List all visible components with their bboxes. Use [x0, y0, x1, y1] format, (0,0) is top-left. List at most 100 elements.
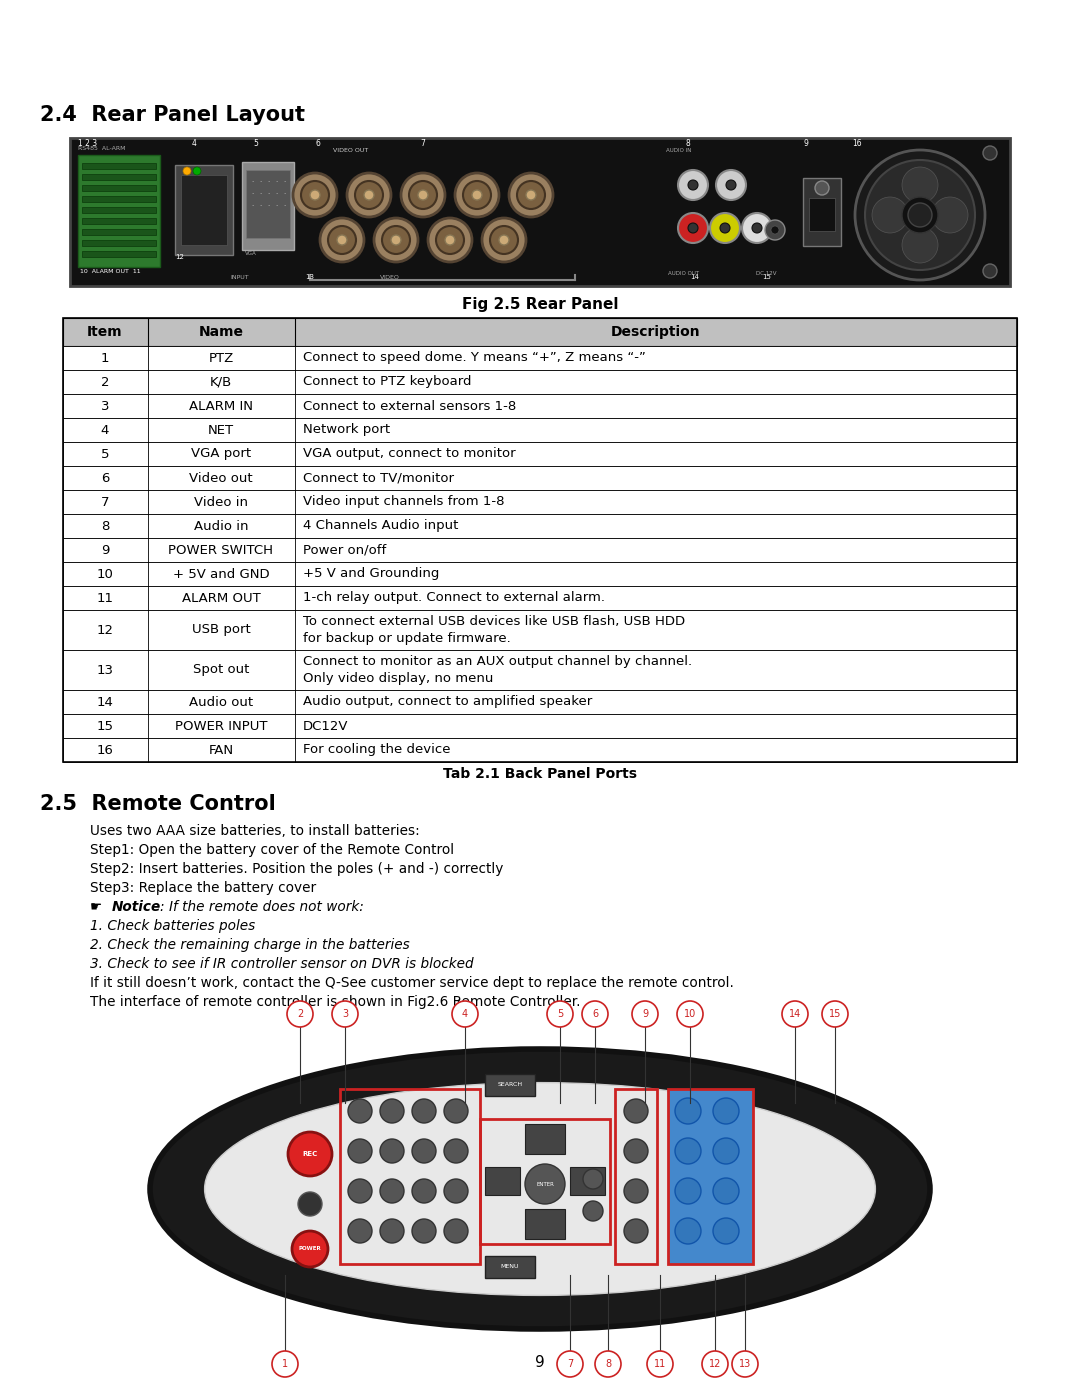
Text: 8: 8: [686, 138, 691, 148]
Text: 11: 11: [96, 591, 113, 605]
Text: Connect to PTZ keyboard: Connect to PTZ keyboard: [303, 376, 472, 388]
Text: AUDIO IN: AUDIO IN: [666, 148, 691, 154]
Circle shape: [411, 1179, 436, 1203]
Text: Step1: Open the battery cover of the Remote Control: Step1: Open the battery cover of the Rem…: [90, 842, 454, 856]
Bar: [246, 170, 291, 237]
Text: RS485  AL-ARM: RS485 AL-ARM: [78, 147, 125, 151]
Circle shape: [675, 1218, 701, 1243]
Text: K/B: K/B: [210, 376, 232, 388]
Text: 8: 8: [605, 1359, 611, 1369]
Circle shape: [624, 1139, 648, 1162]
Circle shape: [298, 1192, 322, 1215]
Text: .: .: [251, 177, 253, 183]
Circle shape: [624, 1179, 648, 1203]
Bar: [63, 650, 1017, 690]
Circle shape: [782, 1002, 808, 1027]
Text: 8: 8: [100, 520, 109, 532]
Bar: [63, 394, 1017, 418]
Circle shape: [525, 1164, 565, 1204]
Circle shape: [678, 170, 708, 200]
Text: 2.4  Rear Panel Layout: 2.4 Rear Panel Layout: [40, 105, 305, 124]
Text: 14: 14: [788, 1009, 801, 1018]
Text: 7: 7: [420, 138, 424, 148]
Text: 9: 9: [100, 543, 109, 556]
Text: .: .: [267, 201, 269, 207]
Circle shape: [902, 197, 939, 233]
Bar: [570, 1166, 605, 1194]
Text: The interface of remote controller is shown in Fig2.6 Remote Controller.: The interface of remote controller is sh…: [90, 995, 581, 1009]
Circle shape: [983, 147, 997, 161]
Text: for backup or update firmware.: for backup or update firmware.: [303, 633, 511, 645]
Circle shape: [702, 1351, 728, 1377]
Bar: [804, 177, 841, 246]
Text: Step2: Insert batteries. Position the poles (+ and -) correctly: Step2: Insert batteries. Position the po…: [90, 862, 503, 876]
Text: Video out: Video out: [189, 472, 253, 485]
Circle shape: [732, 1351, 758, 1377]
Text: For cooling the device: For cooling the device: [303, 743, 450, 757]
Text: 7: 7: [567, 1359, 573, 1369]
Circle shape: [293, 173, 337, 217]
Circle shape: [332, 1002, 357, 1027]
Circle shape: [855, 149, 985, 279]
Circle shape: [526, 190, 536, 200]
Bar: [63, 585, 1017, 610]
Bar: [669, 1090, 753, 1264]
Bar: [78, 155, 160, 267]
Text: .: .: [259, 189, 261, 196]
Text: 5: 5: [100, 447, 109, 461]
Text: MENU: MENU: [501, 1264, 519, 1270]
Text: 9: 9: [535, 1355, 545, 1370]
Text: Connect to speed dome. Y means “+”, Z means “-”: Connect to speed dome. Y means “+”, Z me…: [303, 352, 646, 365]
Circle shape: [624, 1220, 648, 1243]
Circle shape: [444, 1179, 468, 1203]
Circle shape: [411, 1139, 436, 1162]
Text: PTZ: PTZ: [208, 352, 233, 365]
Text: VGA: VGA: [245, 251, 257, 256]
Text: ENTER: ENTER: [536, 1182, 554, 1186]
Text: 2. Check the remaining charge in the batteries: 2. Check the remaining charge in the bat…: [90, 937, 409, 951]
Text: Video input channels from 1-8: Video input channels from 1-8: [303, 496, 504, 509]
Text: 10: 10: [684, 1009, 697, 1018]
Bar: [485, 1256, 535, 1278]
Bar: [82, 184, 156, 191]
Text: ALARM IN: ALARM IN: [189, 400, 253, 412]
Text: 2: 2: [297, 1009, 303, 1018]
Circle shape: [463, 182, 491, 210]
Bar: [82, 218, 156, 224]
Text: 13: 13: [739, 1359, 751, 1369]
Circle shape: [380, 1179, 404, 1203]
Circle shape: [193, 168, 201, 175]
Ellipse shape: [150, 1049, 930, 1329]
Circle shape: [348, 1139, 372, 1162]
Text: 4 Channels Audio input: 4 Channels Audio input: [303, 520, 458, 532]
Text: Description: Description: [611, 326, 701, 339]
Bar: [63, 370, 1017, 394]
Text: 14: 14: [96, 696, 113, 708]
Text: Tab 2.1 Back Panel Ports: Tab 2.1 Back Panel Ports: [443, 767, 637, 781]
Bar: [63, 690, 1017, 714]
Bar: [63, 467, 1017, 490]
Bar: [175, 165, 233, 256]
Text: 13: 13: [96, 664, 113, 676]
Circle shape: [401, 173, 445, 217]
Text: Item: Item: [87, 326, 123, 339]
Text: ALARM OUT: ALARM OUT: [181, 591, 260, 605]
Text: .: .: [251, 189, 253, 196]
Text: ☛: ☛: [90, 900, 103, 914]
Text: 4: 4: [192, 138, 197, 148]
Text: .: .: [267, 177, 269, 183]
Circle shape: [675, 1139, 701, 1164]
Text: Network port: Network port: [303, 423, 390, 436]
Text: Video in: Video in: [194, 496, 248, 509]
Text: 16: 16: [96, 743, 113, 757]
Circle shape: [418, 190, 428, 200]
Text: 3: 3: [100, 400, 109, 412]
Text: DC 12V: DC 12V: [756, 271, 777, 277]
Text: 11: 11: [653, 1359, 666, 1369]
Bar: [63, 738, 1017, 761]
Circle shape: [902, 226, 939, 263]
Bar: [82, 240, 156, 246]
Text: Audio out: Audio out: [189, 696, 253, 708]
Text: 6: 6: [315, 138, 320, 148]
Bar: [809, 198, 835, 231]
